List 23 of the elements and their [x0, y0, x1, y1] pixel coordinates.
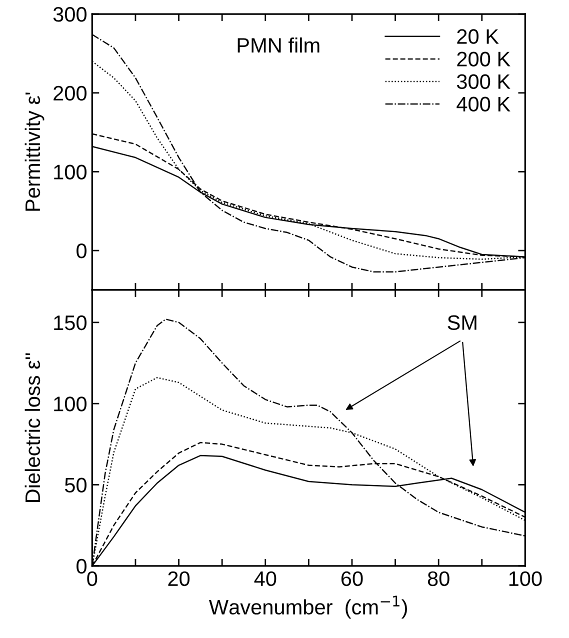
y-axis-title: Dielectric loss ε'': [24, 353, 40, 502]
y-tick-label: 300: [53, 7, 87, 22]
x-tick-label: 0: [87, 571, 98, 586]
y-tick-label: 0: [76, 558, 87, 574]
legend-label: 20 K: [457, 29, 499, 44]
y-tick-label: 100: [54, 164, 87, 180]
x-axis-title: Wavenumber (cm$^{−1}$): [208, 596, 407, 619]
x-tick-label: 40: [254, 571, 276, 586]
annotation: SM: [448, 315, 476, 330]
y-tick-label: 0: [76, 244, 87, 258]
y-tick-label: 100: [54, 396, 87, 412]
legend-label: 400 K: [456, 96, 510, 112]
y-axis-title: Permittivity ε': [24, 92, 44, 211]
y-tick-label: 200: [54, 86, 87, 101]
annotation: PMN film: [238, 37, 320, 53]
y-tick-label: 150: [54, 315, 87, 330]
x-tick-label: 60: [341, 571, 363, 586]
legend-label: 300 K: [456, 74, 510, 90]
x-tick-label: 100: [509, 571, 542, 586]
x-tick-label: 20: [168, 571, 190, 586]
y-tick-label: 50: [64, 478, 87, 493]
x-tick-label: 80: [428, 571, 450, 586]
legend-label: 200 K: [457, 52, 510, 66]
